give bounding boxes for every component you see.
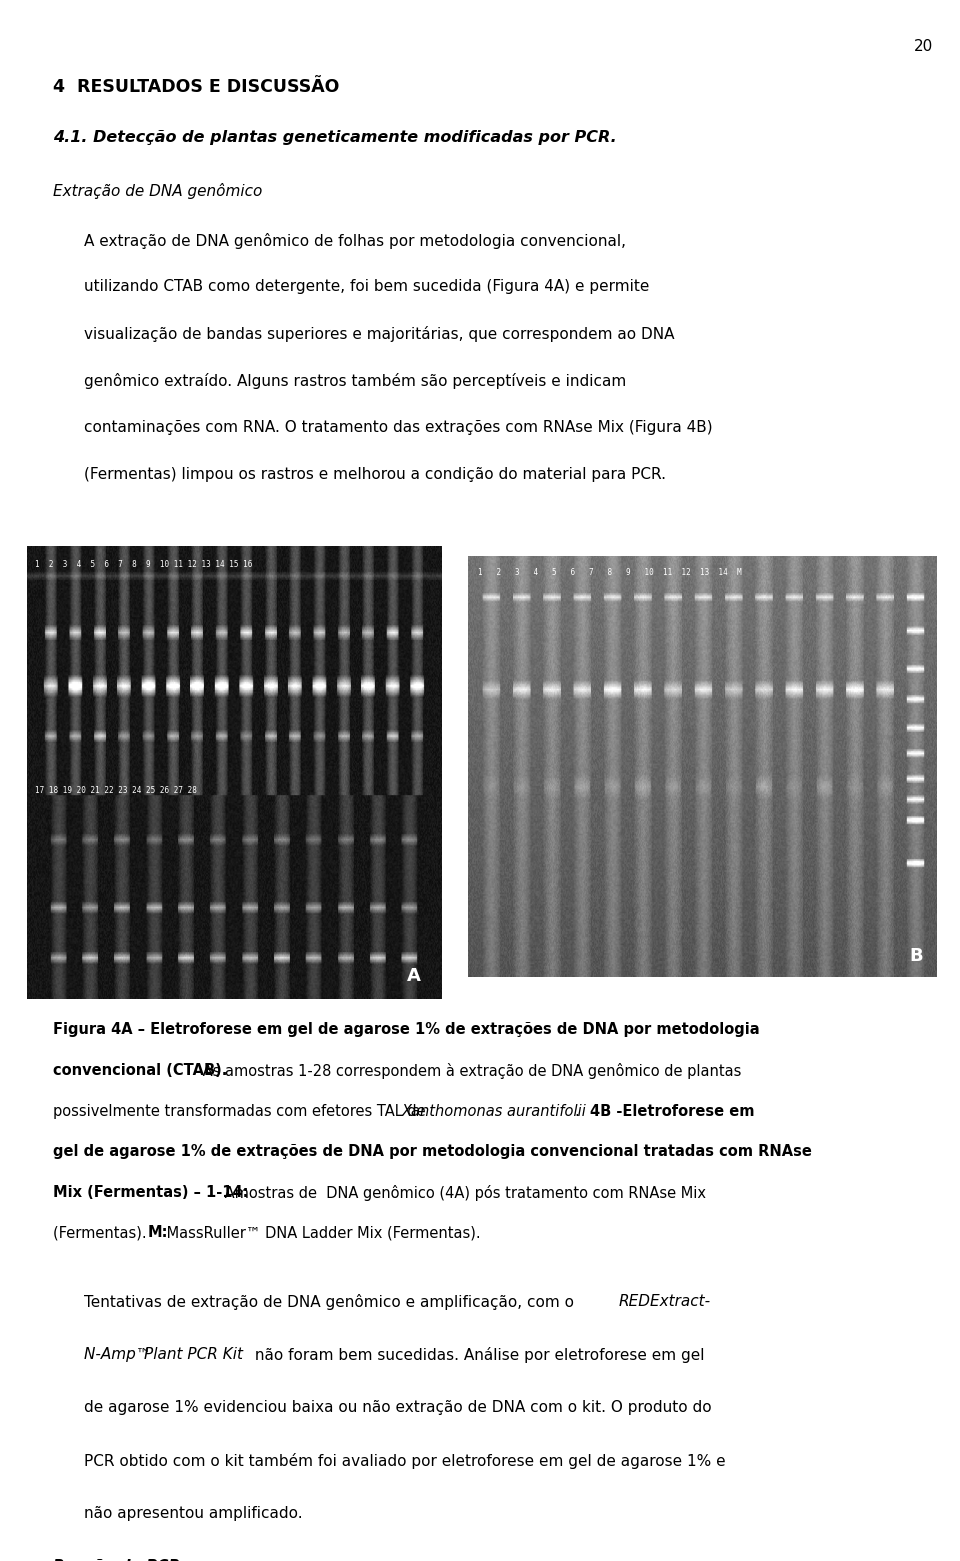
Text: Xanthomonas aurantifolii: Xanthomonas aurantifolii <box>401 1104 586 1119</box>
Text: MassRuller™ DNA Ladder Mix (Fermentas).: MassRuller™ DNA Ladder Mix (Fermentas). <box>161 1225 480 1241</box>
Text: 4.1. Detecção de plantas geneticamente modificadas por PCR.: 4.1. Detecção de plantas geneticamente m… <box>53 130 616 145</box>
Text: genômico extraído. Alguns rastros também são perceptíveis e indicam: genômico extraído. Alguns rastros também… <box>84 373 627 389</box>
Text: convencional (CTAB).: convencional (CTAB). <box>53 1063 228 1079</box>
Text: possivelmente transformadas com efetores TAL de: possivelmente transformadas com efetores… <box>53 1104 430 1119</box>
Text: 1  2  3  4  5  6  7  8  9  10 11 12 13 14 15 16: 1 2 3 4 5 6 7 8 9 10 11 12 13 14 15 16 <box>36 560 252 568</box>
Text: Extração de DNA genômico: Extração de DNA genômico <box>53 183 262 198</box>
Text: 4B -Eletroforese em: 4B -Eletroforese em <box>589 1104 755 1119</box>
Text: (Fermentas).: (Fermentas). <box>53 1225 151 1241</box>
Text: Mix (Fermentas) – 1-14:: Mix (Fermentas) – 1-14: <box>53 1185 249 1200</box>
Text: Amostras de  DNA genômico (4A) pós tratamento com RNAse Mix: Amostras de DNA genômico (4A) pós tratam… <box>220 1185 706 1200</box>
Text: visualização de bandas superiores e majoritárias, que correspondem ao DNA: visualização de bandas superiores e majo… <box>84 326 675 342</box>
Text: 1   2   3   4   5   6   7   8   9   10  11  12  13  14  M: 1 2 3 4 5 6 7 8 9 10 11 12 13 14 M <box>478 568 741 578</box>
Text: As amostras 1-28 correspondem à extração de DNA genômico de plantas: As amostras 1-28 correspondem à extração… <box>198 1063 741 1079</box>
Text: (Fermentas) limpou os rastros e melhorou a condição do material para PCR.: (Fermentas) limpou os rastros e melhorou… <box>84 467 666 482</box>
Text: REDExtract-: REDExtract- <box>618 1294 710 1310</box>
Text: não apresentou amplificado.: não apresentou amplificado. <box>84 1506 303 1522</box>
Text: 17 18 19 20 21 22 23 24 25 26 27 28: 17 18 19 20 21 22 23 24 25 26 27 28 <box>36 787 197 795</box>
Text: A: A <box>407 968 420 985</box>
Text: não foram bem sucedidas. Análise por eletroforese em gel: não foram bem sucedidas. Análise por ele… <box>250 1347 704 1363</box>
Text: contaminações com RNA. O tratamento das extrações com RNAse Mix (Figura 4B): contaminações com RNA. O tratamento das … <box>84 420 713 436</box>
Text: gel de agarose 1% de extrações de DNA por metodologia convencional tratadas com : gel de agarose 1% de extrações de DNA po… <box>53 1144 811 1160</box>
Text: A extração de DNA genômico de folhas por metodologia convencional,: A extração de DNA genômico de folhas por… <box>84 233 627 248</box>
Text: B: B <box>909 946 923 965</box>
Text: Plant PCR Kit: Plant PCR Kit <box>144 1347 243 1363</box>
Text: N-Amp™: N-Amp™ <box>84 1347 156 1363</box>
Text: 4  RESULTADOS E DISCUSSÃO: 4 RESULTADOS E DISCUSSÃO <box>53 78 339 97</box>
Text: M:: M: <box>147 1225 168 1241</box>
Text: utilizando CTAB como detergente, foi bem sucedida (Figura 4A) e permite: utilizando CTAB como detergente, foi bem… <box>84 279 650 295</box>
Text: Tentativas de extração de DNA genômico e amplificação, com o: Tentativas de extração de DNA genômico e… <box>84 1294 579 1310</box>
Text: .: . <box>575 1104 585 1119</box>
Text: PCR obtido com o kit também foi avaliado por eletroforese em gel de agarose 1% e: PCR obtido com o kit também foi avaliado… <box>84 1453 726 1469</box>
Text: Figura 4A – Eletroforese em gel de agarose 1% de extrações de DNA por metodologi: Figura 4A – Eletroforese em gel de agaro… <box>53 1022 759 1038</box>
Text: de agarose 1% evidenciou baixa ou não extração de DNA com o kit. O produto do: de agarose 1% evidenciou baixa ou não ex… <box>84 1400 712 1416</box>
Text: 20: 20 <box>914 39 933 55</box>
